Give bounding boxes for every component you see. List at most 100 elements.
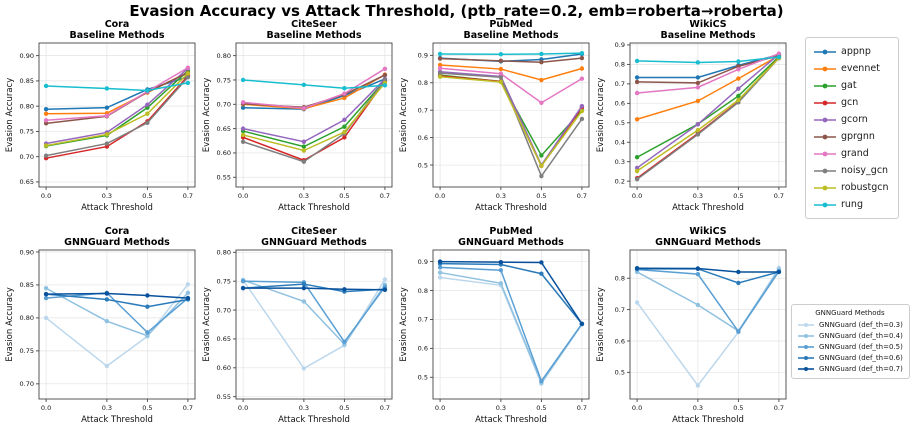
marker-gat (145, 105, 150, 110)
legend-line-marker-icon (814, 185, 836, 190)
series-gcn (242, 80, 386, 162)
subplot-title: CiteSeer (291, 19, 337, 30)
y-tick-label: 0.6 (615, 337, 625, 345)
marker-rung (736, 59, 741, 64)
series-GNNGuard (def_th=0.3) (242, 279, 386, 370)
marker-appnp (104, 105, 110, 110)
marker-evennet (342, 95, 347, 101)
marker-gprgnn (579, 55, 585, 61)
x-tick-label: 0.7 (774, 404, 784, 412)
subplot-subtitle: GNNGuard Methods (458, 237, 564, 248)
marker-rung (634, 58, 640, 64)
y-tick-label: 0.7 (615, 306, 625, 314)
marker-noisy_gcn (437, 70, 443, 76)
y-tick-label: 0.9 (418, 52, 428, 60)
marker-GNNGuard (def_th=0.3) (437, 275, 443, 280)
marker-rung (695, 60, 701, 65)
marker-robustgcn (43, 143, 49, 148)
marker-robustgcn (634, 168, 640, 174)
subplot-title: PubMed (489, 226, 532, 237)
series-GNNGuard (def_th=0.7) (46, 292, 188, 299)
legend-line-marker-icon (798, 366, 814, 371)
marker-GNNGuard (def_th=0.7) (539, 260, 544, 265)
marker-GNNGuard (def_th=0.7) (185, 295, 191, 301)
x-tick-label: 0.3 (693, 192, 703, 200)
marker-GNNGuard (def_th=0.6) (301, 281, 307, 287)
marker-gcorn (240, 126, 246, 131)
marker-GNNGuard (def_th=0.5) (240, 278, 246, 284)
marker-GNNGuard (def_th=0.5) (145, 330, 150, 335)
marker-gat (634, 155, 640, 160)
marker-noisy_gcn (634, 177, 640, 182)
x-tick-label: 0.0 (41, 404, 51, 412)
marker-rung (301, 82, 307, 88)
series-GNNGuard (def_th=0.7) (243, 287, 385, 291)
y-tick-label: 0.75 (20, 347, 34, 355)
marker-noisy_gcn (240, 139, 246, 144)
marker-rung (43, 83, 49, 89)
legend-line-marker-icon (814, 49, 836, 54)
x-tick-label: 0.3 (496, 404, 506, 412)
series-gat (242, 79, 386, 148)
marker-rung (579, 50, 585, 56)
subplot-title: Cora (105, 19, 130, 30)
marker-GNNGuard (def_th=0.3) (104, 363, 110, 369)
subplot-title: PubMed (489, 19, 532, 30)
marker-gprgnn (695, 80, 701, 86)
legend-entry: GNNGuard (def_th=0.3) (797, 319, 903, 330)
marker-evennet (437, 62, 443, 68)
x-axis-label: Attack Threshold (81, 203, 153, 213)
marker-grand (695, 85, 701, 90)
legend-line-marker-icon (814, 100, 836, 105)
series-robustgcn (45, 72, 189, 147)
legend-entry: gcorn (813, 111, 889, 128)
legend-entry: appnp (813, 43, 889, 60)
marker-rung (185, 80, 191, 86)
marker-GNNGuard (def_th=0.7) (498, 259, 504, 265)
marker-gcn (104, 144, 110, 149)
marker-gcorn (342, 117, 347, 123)
marker-appnp (634, 75, 640, 80)
series-noisy_gcn (636, 57, 780, 180)
x-tick-label: 0.7 (380, 404, 390, 412)
legend-line-marker-icon (814, 134, 836, 139)
marker-grand (539, 100, 544, 105)
marker-robustgcn (437, 74, 443, 79)
marker-robustgcn (145, 111, 150, 116)
y-tick-label: 0.55 (217, 174, 231, 182)
series-grand (46, 67, 189, 122)
marker-robustgcn (736, 97, 741, 103)
marker-grand (104, 113, 110, 118)
legend-entry-label: noisy_gcn (841, 165, 889, 176)
axes-frame (629, 42, 787, 188)
series-gcorn (636, 53, 780, 169)
marker-rung (104, 86, 110, 91)
x-tick-label: 0.0 (632, 404, 642, 412)
x-tick-label: 0.7 (380, 192, 390, 200)
series-GNNGuard (def_th=0.5) (46, 292, 189, 334)
y-tick-label: 0.60 (217, 149, 231, 157)
y-tick-label: 0.8 (615, 61, 625, 69)
marker-robustgcn (695, 127, 701, 133)
marker-GNNGuard (def_th=0.4) (498, 281, 504, 286)
legend-entry-label: gprgnn (841, 131, 875, 142)
marker-GNNGuard (def_th=0.7) (145, 293, 150, 298)
marker-robustgcn (240, 132, 246, 138)
y-tick-label: 0.5 (615, 369, 625, 377)
marker-gprgnn (634, 79, 640, 85)
x-tick-label: 0.0 (238, 192, 248, 200)
x-tick-label: 0.0 (632, 192, 642, 200)
marker-grand (301, 105, 307, 111)
marker-GNNGuard (def_th=0.7) (342, 287, 347, 292)
marker-GNNGuard (def_th=0.7) (695, 266, 701, 271)
marker-grand (185, 65, 191, 70)
series-GNNGuard (def_th=0.5) (440, 266, 583, 383)
marker-GNNGuard (def_th=0.7) (43, 291, 49, 297)
marker-robustgcn (185, 71, 191, 76)
marker-robustgcn (342, 129, 347, 135)
marker-robustgcn (498, 79, 504, 85)
axes-frame (38, 42, 196, 188)
y-tick-label: 0.3 (615, 158, 625, 166)
